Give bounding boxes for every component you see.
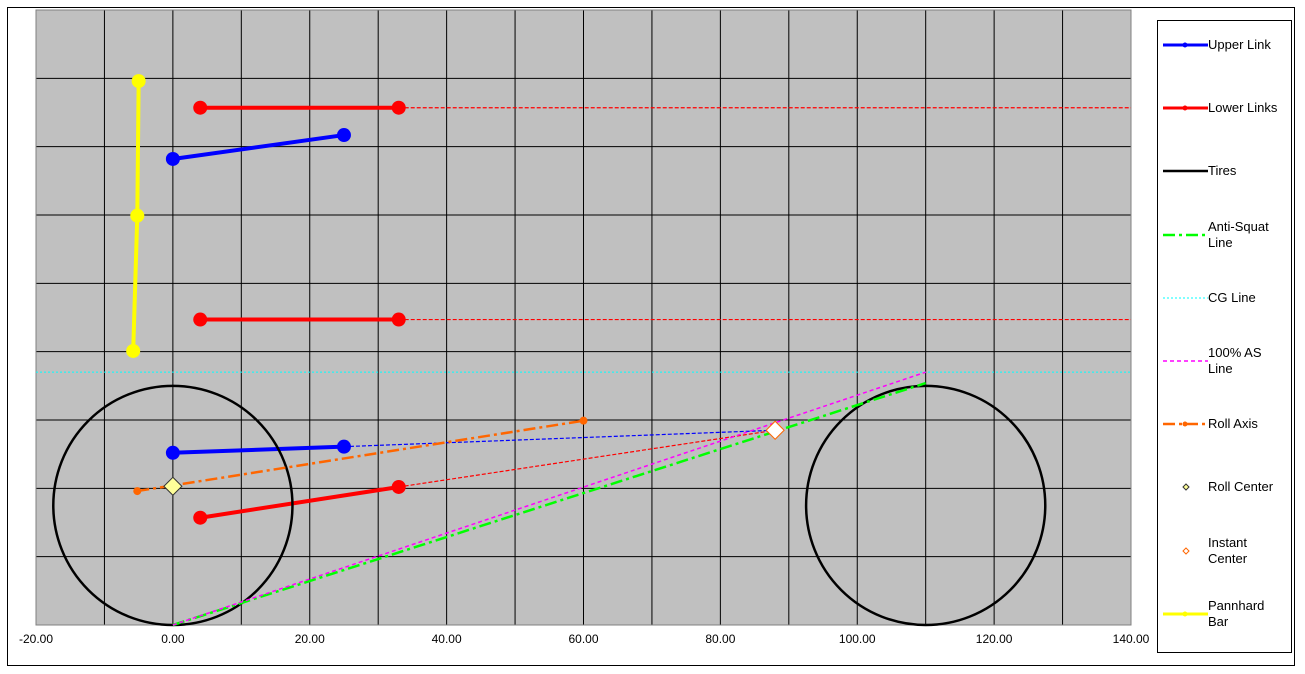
legend-swatch bbox=[1163, 297, 1208, 299]
point bbox=[391, 100, 406, 115]
legend-label: CG Line bbox=[1208, 289, 1256, 305]
legend-item: Anti-Squat Line bbox=[1158, 218, 1291, 252]
point bbox=[193, 510, 208, 525]
x-tick-label: 120.00 bbox=[976, 632, 1013, 646]
point bbox=[336, 439, 351, 454]
legend-marker bbox=[1182, 483, 1190, 492]
legend-item: Roll Center bbox=[1158, 470, 1291, 504]
series-line bbox=[172, 371, 926, 626]
legend-label: Instant Center bbox=[1208, 534, 1248, 566]
legend-item: Lower Links bbox=[1158, 91, 1291, 125]
point bbox=[193, 312, 208, 327]
series-line bbox=[137, 419, 584, 493]
chart: -20.00 0.00 20.00 40.00 60.00 80.00 100.00 120.… bbox=[19, 9, 1150, 646]
x-tick-label: 60.00 bbox=[568, 632, 598, 646]
legend-label: Roll Axis bbox=[1208, 416, 1258, 432]
legend-swatch bbox=[1163, 42, 1208, 48]
legend-swatch bbox=[1182, 546, 1190, 555]
x-tick-label: 140.00 bbox=[1113, 632, 1150, 646]
point bbox=[765, 420, 785, 440]
x-tick-label: 0.00 bbox=[161, 632, 185, 646]
legend-label: Anti-Squat Line bbox=[1208, 218, 1269, 250]
legend-marker bbox=[1182, 42, 1188, 48]
legend-label: Tires bbox=[1208, 163, 1237, 179]
legend-item: Pannhard Bar bbox=[1158, 597, 1291, 631]
legend-marker bbox=[1182, 421, 1188, 427]
legend-item: 100% AS Line bbox=[1158, 344, 1291, 378]
legend: Upper Link Lower Links Tires Anti-Squat Lin… bbox=[1157, 20, 1292, 653]
legend-swatch bbox=[1163, 611, 1208, 617]
point bbox=[130, 208, 145, 223]
legend-swatch bbox=[1163, 233, 1208, 236]
series-line bbox=[172, 133, 345, 161]
x-tick-label: -20.00 bbox=[19, 632, 53, 646]
projection-line bbox=[398, 429, 776, 488]
legend-label: Upper Link bbox=[1208, 37, 1271, 52]
plot-border bbox=[35, 9, 1132, 626]
legend-label: Lower Links bbox=[1208, 100, 1278, 116]
point bbox=[163, 476, 183, 496]
legend-swatch bbox=[1163, 421, 1208, 427]
tire bbox=[804, 384, 1047, 627]
point bbox=[126, 343, 141, 358]
point bbox=[193, 100, 208, 115]
legend-marker bbox=[1182, 546, 1190, 555]
legend-swatch bbox=[1182, 483, 1190, 492]
x-tick-label: 40.00 bbox=[432, 632, 462, 646]
series-line bbox=[172, 381, 927, 627]
legend-item: Tires bbox=[1158, 154, 1291, 188]
legend-marker bbox=[1182, 105, 1188, 111]
point bbox=[579, 416, 588, 425]
legend-marker bbox=[1182, 611, 1188, 617]
point bbox=[133, 487, 142, 496]
legend-swatch bbox=[1163, 105, 1208, 111]
point bbox=[165, 445, 180, 460]
x-tick-label: 100.00 bbox=[839, 632, 876, 646]
legend-swatch bbox=[1163, 360, 1208, 362]
point bbox=[131, 74, 146, 89]
point bbox=[165, 151, 180, 166]
legend-swatch bbox=[1163, 170, 1208, 173]
point bbox=[336, 128, 351, 143]
series-line bbox=[199, 484, 400, 520]
legend-label: 100% AS Line bbox=[1208, 345, 1262, 376]
legend-item: Instant Center bbox=[1158, 534, 1291, 568]
series-line bbox=[172, 444, 345, 455]
point bbox=[391, 312, 406, 327]
x-tick-label: 80.00 bbox=[705, 632, 735, 646]
legend-item: Roll Axis bbox=[1158, 407, 1291, 441]
legend-label: Pannhard Bar bbox=[1208, 597, 1265, 629]
x-tick-label: 20.00 bbox=[295, 632, 325, 646]
legend-label: Roll Center bbox=[1208, 479, 1274, 495]
legend-item: CG Line bbox=[1158, 281, 1291, 315]
chart-frame bbox=[7, 7, 1295, 666]
legend-item: Upper Link bbox=[1158, 28, 1291, 62]
point bbox=[391, 479, 406, 494]
